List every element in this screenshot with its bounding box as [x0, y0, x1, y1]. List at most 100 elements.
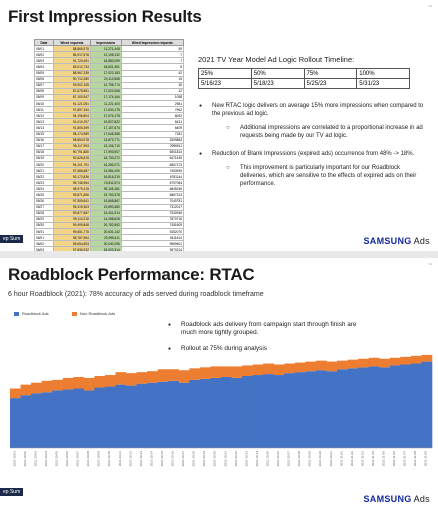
bar-non-roadblock: [368, 357, 380, 367]
bar-non-roadblock: [358, 358, 369, 368]
bar-roadblock: [368, 366, 380, 448]
x-tick-label: 2021-10-28: [297, 451, 301, 467]
x-tick-label: 2021-11-02: [350, 451, 354, 466]
bar-non-roadblock: [157, 369, 169, 382]
bar-non-roadblock: [400, 356, 412, 365]
bar-non-roadblock: [94, 376, 106, 388]
bar-roadblock: [400, 364, 412, 448]
x-tick-label: 2021-11-04: [371, 451, 375, 466]
bar-non-roadblock: [379, 358, 391, 368]
bar-roadblock: [421, 361, 433, 448]
bullet-main: New RTAC logic delivers on average 15% m…: [196, 102, 428, 118]
x-tick-label: 2021-10-30: [318, 451, 322, 467]
x-tick-label: 2021-10-13: [139, 451, 143, 467]
bar-roadblock: [199, 378, 211, 448]
x-tick-label: 2021-10-07: [76, 451, 80, 467]
bar-non-roadblock: [421, 354, 433, 362]
legend-swatch-orange: [72, 311, 77, 316]
x-tick-label: 2021-10-11: [118, 451, 122, 466]
slide-tag: ep Sum: [0, 488, 24, 496]
bar-roadblock: [115, 384, 127, 448]
slide-first-impression: 33 First Impression Results Date Wired re…: [0, 0, 438, 251]
bar-non-roadblock: [284, 363, 296, 374]
table-cell: 97,836,932: [53, 246, 91, 251]
bar-non-roadblock: [315, 360, 327, 371]
table-row: 05/14 91,805,399 17,107,674 6409: [34, 124, 185, 132]
slide-number: 34: [428, 262, 432, 266]
table-row: 06/03 97,836,932 18,003,314 9570214: [34, 246, 185, 251]
roadblock-notes: Roadblock ads delivery from campaign sta…: [165, 321, 365, 361]
logo-suffix: Ads: [413, 494, 430, 504]
bar-roadblock: [41, 392, 53, 448]
bar-roadblock: [52, 390, 64, 448]
table-header-row: Date Wired requests Impressions Wired Impre…: [34, 38, 185, 47]
rollout-pct-50: 50%: [250, 68, 305, 79]
x-tick-label: 2021-10-02: [23, 451, 27, 467]
bar-roadblock: [126, 385, 137, 448]
x-tick-label: 2021-10-06: [65, 451, 69, 467]
bar-roadblock: [337, 369, 348, 448]
slide-title: Roadblock Performance: RTAC: [8, 265, 255, 284]
rollout-table: 25% 50% 75% 100% 5/16/23 5/18/23 5/25/23…: [198, 68, 410, 89]
table-row: 05/24 98,979,215 99,105,181 6845245: [34, 185, 185, 193]
x-tick-label: 2021-11-08: [413, 451, 417, 466]
x-tick-label: 2021-10-01: [12, 451, 16, 467]
bullet-sub: This improvement is particularly importa…: [196, 164, 428, 188]
rollout-date-75: 5/25/23: [303, 78, 358, 89]
x-tick-label: 2021-10-20: [213, 451, 217, 467]
bar-roadblock: [263, 374, 275, 448]
bar-roadblock: [31, 393, 42, 448]
x-tick-label: 2021-10-26: [276, 451, 280, 467]
roadblock-chart: 2021-10-01 2021-10-02 2021-10-03 2021-10-04…: [10, 354, 433, 467]
table-row: 05/08 87,675,851 17,022,068 12: [34, 87, 185, 95]
logo-suffix: Ads: [413, 236, 430, 246]
bar-roadblock: [147, 382, 158, 448]
rollout-date-100: 5/31/23: [356, 78, 410, 89]
x-tick-label: 2021-11-07: [403, 451, 407, 466]
x-tick-label: 2021-10-17: [181, 451, 185, 467]
slide-number: 33: [428, 4, 432, 8]
bar-non-roadblock: [199, 367, 211, 379]
table-row: 05/13 91,010,297 19,827,822 6431: [34, 118, 185, 126]
bar-non-roadblock: [168, 369, 180, 381]
x-tick-label: 2021-10-24: [255, 451, 259, 467]
x-tick-label: 2021-10-23: [244, 451, 248, 467]
bar-non-roadblock: [189, 368, 201, 380]
bar-non-roadblock: [231, 366, 243, 378]
x-tick-label: 2021-10-12: [128, 451, 132, 467]
bar-roadblock: [315, 370, 327, 448]
table-row: 05/05 88,967,335 17,022,183 42: [34, 69, 185, 77]
bullet-main: Reduction of Blank Impressions (expired …: [196, 150, 428, 158]
legend-label: Non Roadblock Ads: [80, 311, 116, 316]
bar-non-roadblock: [410, 355, 422, 364]
bar-non-roadblock: [242, 365, 253, 376]
bar-non-roadblock: [20, 384, 32, 396]
bar-roadblock: [136, 383, 148, 448]
table-row: 05/04 89,012,733 18,601,391 8: [34, 63, 185, 71]
slide-subtitle: 6 hour Roadblock (2021): 78% accuracy of…: [8, 291, 264, 298]
bar-roadblock: [62, 389, 74, 448]
bar-non-roadblock: [104, 375, 116, 387]
findings-list: New RTAC logic delivers on average 15% m…: [196, 102, 428, 198]
slide-title: First Impression Results: [8, 7, 202, 26]
bar-roadblock: [305, 371, 317, 448]
bar-roadblock: [358, 367, 369, 448]
bar-non-roadblock: [252, 364, 264, 376]
bar-non-roadblock: [347, 359, 359, 369]
table-cell: 9570214: [120, 246, 185, 251]
bar-non-roadblock: [273, 364, 285, 376]
bar-roadblock: [294, 372, 306, 448]
bar-roadblock: [221, 376, 232, 448]
x-tick-label: 2021-10-03: [33, 451, 37, 467]
table-header-cell: Wired Impression requests: [120, 38, 185, 47]
bar-non-roadblock: [126, 373, 137, 386]
x-tick-label: 2021-10-18: [192, 451, 196, 467]
bar-non-roadblock: [221, 366, 232, 377]
bar-non-roadblock: [136, 372, 148, 384]
bar-roadblock: [157, 381, 169, 448]
legend-roadblock: Roadblock Ads: [14, 311, 49, 316]
x-tick-label: 2021-10-29: [308, 451, 312, 467]
table-row: 05/11 97,897,154 17,630,178 7962: [34, 106, 185, 114]
x-tick-label: 2021-10-27: [287, 451, 291, 467]
bar-roadblock: [73, 388, 85, 448]
